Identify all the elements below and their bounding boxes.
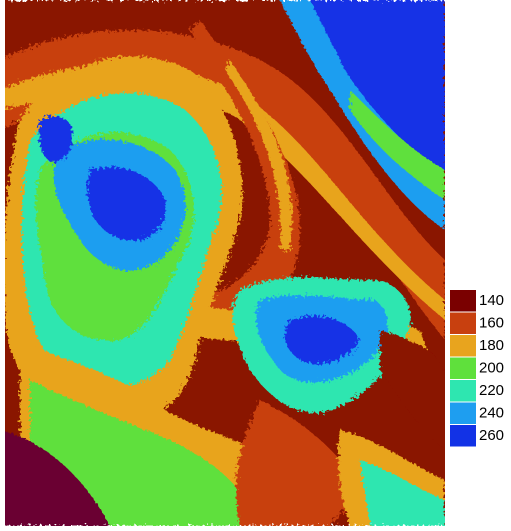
legend-swatch: [450, 358, 476, 380]
legend-swatch: [450, 313, 476, 335]
legend-label: 160: [479, 315, 504, 332]
legend-label: 140: [479, 292, 504, 309]
legend-swatch: [450, 290, 476, 312]
legend-swatch: [450, 335, 476, 357]
legend-swatch: [450, 425, 476, 447]
raster-image: [0, 0, 450, 526]
legend-swatch: [450, 403, 476, 425]
legend-swatch: [450, 380, 476, 402]
legend-label: 240: [479, 405, 504, 422]
screenshot: 140 160 180 200 220 240 260: [0, 0, 511, 526]
legend-label: 200: [479, 360, 504, 377]
legend: 140 160 180 200 220 240 260: [450, 290, 504, 447]
legend-label: 180: [479, 337, 504, 354]
legend-label: 260: [479, 427, 504, 444]
legend-label: 220: [479, 382, 504, 399]
